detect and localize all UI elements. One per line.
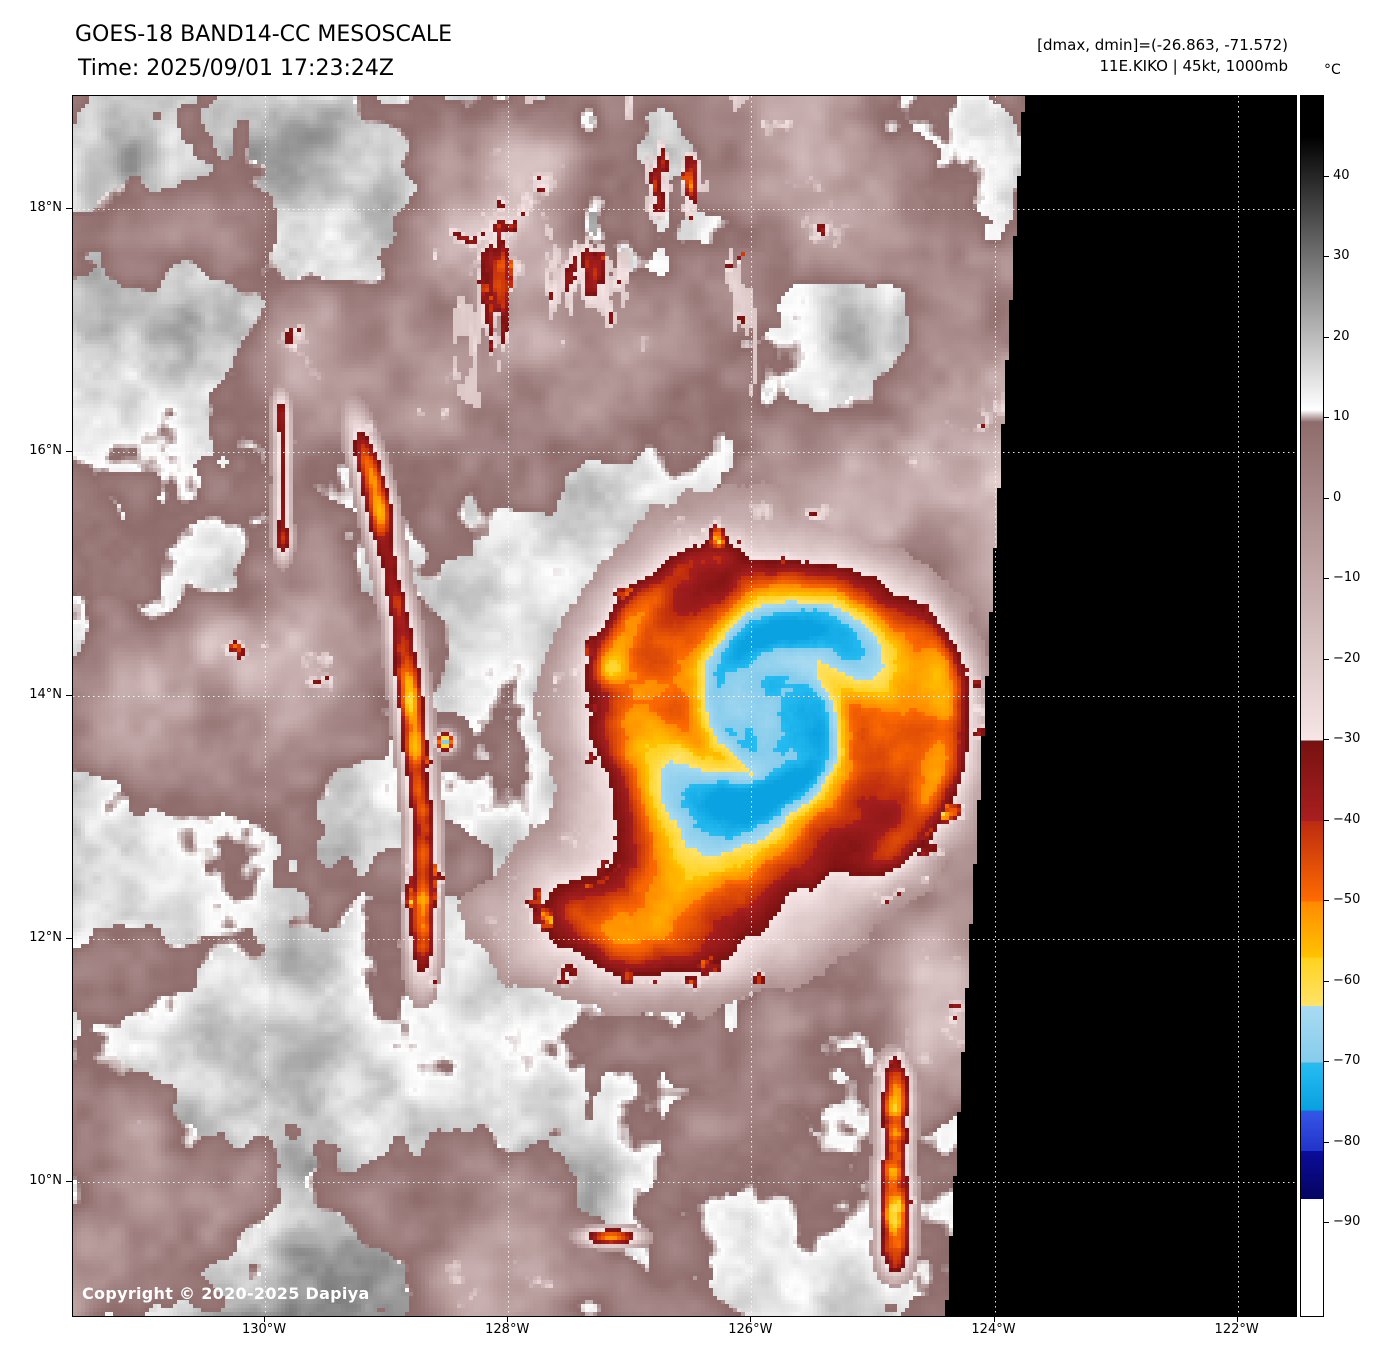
lon-tick-label: 130°W	[241, 1322, 287, 1337]
lat-tick-label: 16°N	[29, 443, 62, 459]
colorbar-tick-mark	[1324, 1141, 1329, 1143]
lat-tick-label: 18°N	[29, 200, 62, 216]
colorbar-tick-mark	[1324, 336, 1329, 338]
colorbar-tick-label: 0	[1333, 489, 1342, 505]
colorbar-tick-mark	[1324, 1222, 1329, 1224]
colorbar-unit-label: °C	[1324, 62, 1341, 78]
lat-tick-label: 10°N	[29, 1173, 62, 1189]
dmax-dmin-readout: [dmax, dmin]=(-26.863, -71.572)	[1037, 36, 1288, 54]
colorbar-tick-label: −50	[1333, 892, 1361, 908]
colorbar-tick-mark	[1324, 658, 1329, 660]
lat-tick-label: 14°N	[29, 686, 62, 702]
colorbar-tick-label: −70	[1333, 1053, 1361, 1069]
colorbar-tick-mark	[1324, 578, 1329, 580]
storm-info: 11E.KIKO | 45kt, 1000mb	[1099, 57, 1288, 75]
lon-tick-label: 124°W	[971, 1322, 1016, 1337]
lon-tick-mark	[264, 1316, 266, 1322]
colorbar-tick-label: −60	[1333, 972, 1361, 988]
lat-tick-label: 12°N	[29, 929, 62, 945]
colorbar-tick-label: 40	[1333, 167, 1350, 183]
satellite-map-frame: Copyright © 2020-2025 Dapiya	[72, 95, 1297, 1317]
colorbar-tick-label: −10	[1333, 570, 1361, 586]
colorbar-tick-label: 10	[1333, 409, 1350, 425]
colorbar-tick-label: −90	[1333, 1214, 1361, 1230]
satellite-imagery-canvas	[73, 96, 1296, 1316]
lon-tick-mark	[507, 1316, 509, 1322]
lon-tick-label: 126°W	[728, 1322, 773, 1337]
colorbar-tick-label: 20	[1333, 328, 1350, 344]
lon-tick-mark	[1236, 1316, 1238, 1322]
colorbar-tick-label: 30	[1333, 248, 1350, 264]
image-timestamp: Time: 2025/09/01 17:23:24Z	[78, 56, 394, 81]
colorbar-tick-mark	[1324, 739, 1329, 741]
temperature-colorbar	[1300, 95, 1324, 1317]
colorbar-tick-mark	[1324, 980, 1329, 982]
colorbar-tick-label: −20	[1333, 650, 1361, 666]
lat-tick-mark	[66, 694, 72, 696]
colorbar-tick-mark	[1324, 497, 1329, 499]
copyright-watermark: Copyright © 2020-2025 Dapiya	[82, 1284, 370, 1303]
colorbar-tick-mark	[1324, 900, 1329, 902]
colorbar-tick-label: −30	[1333, 731, 1361, 747]
lat-tick-mark	[66, 208, 72, 210]
lon-tick-mark	[993, 1316, 995, 1322]
colorbar-tick-mark	[1324, 417, 1329, 419]
image-title: GOES-18 BAND14-CC MESOSCALE	[75, 22, 453, 47]
colorbar-tick-label: −40	[1333, 811, 1361, 827]
lat-tick-mark	[66, 1181, 72, 1183]
lon-tick-label: 122°W	[1214, 1322, 1259, 1337]
colorbar-tick-mark	[1324, 175, 1329, 177]
colorbar-tick-mark	[1324, 1061, 1329, 1063]
colorbar-tick-label: −80	[1333, 1133, 1361, 1149]
lat-tick-mark	[66, 451, 72, 453]
lon-tick-mark	[750, 1316, 752, 1322]
lon-tick-label: 128°W	[485, 1322, 530, 1337]
colorbar-tick-mark	[1324, 256, 1329, 258]
lat-tick-mark	[66, 937, 72, 939]
colorbar-tick-mark	[1324, 819, 1329, 821]
